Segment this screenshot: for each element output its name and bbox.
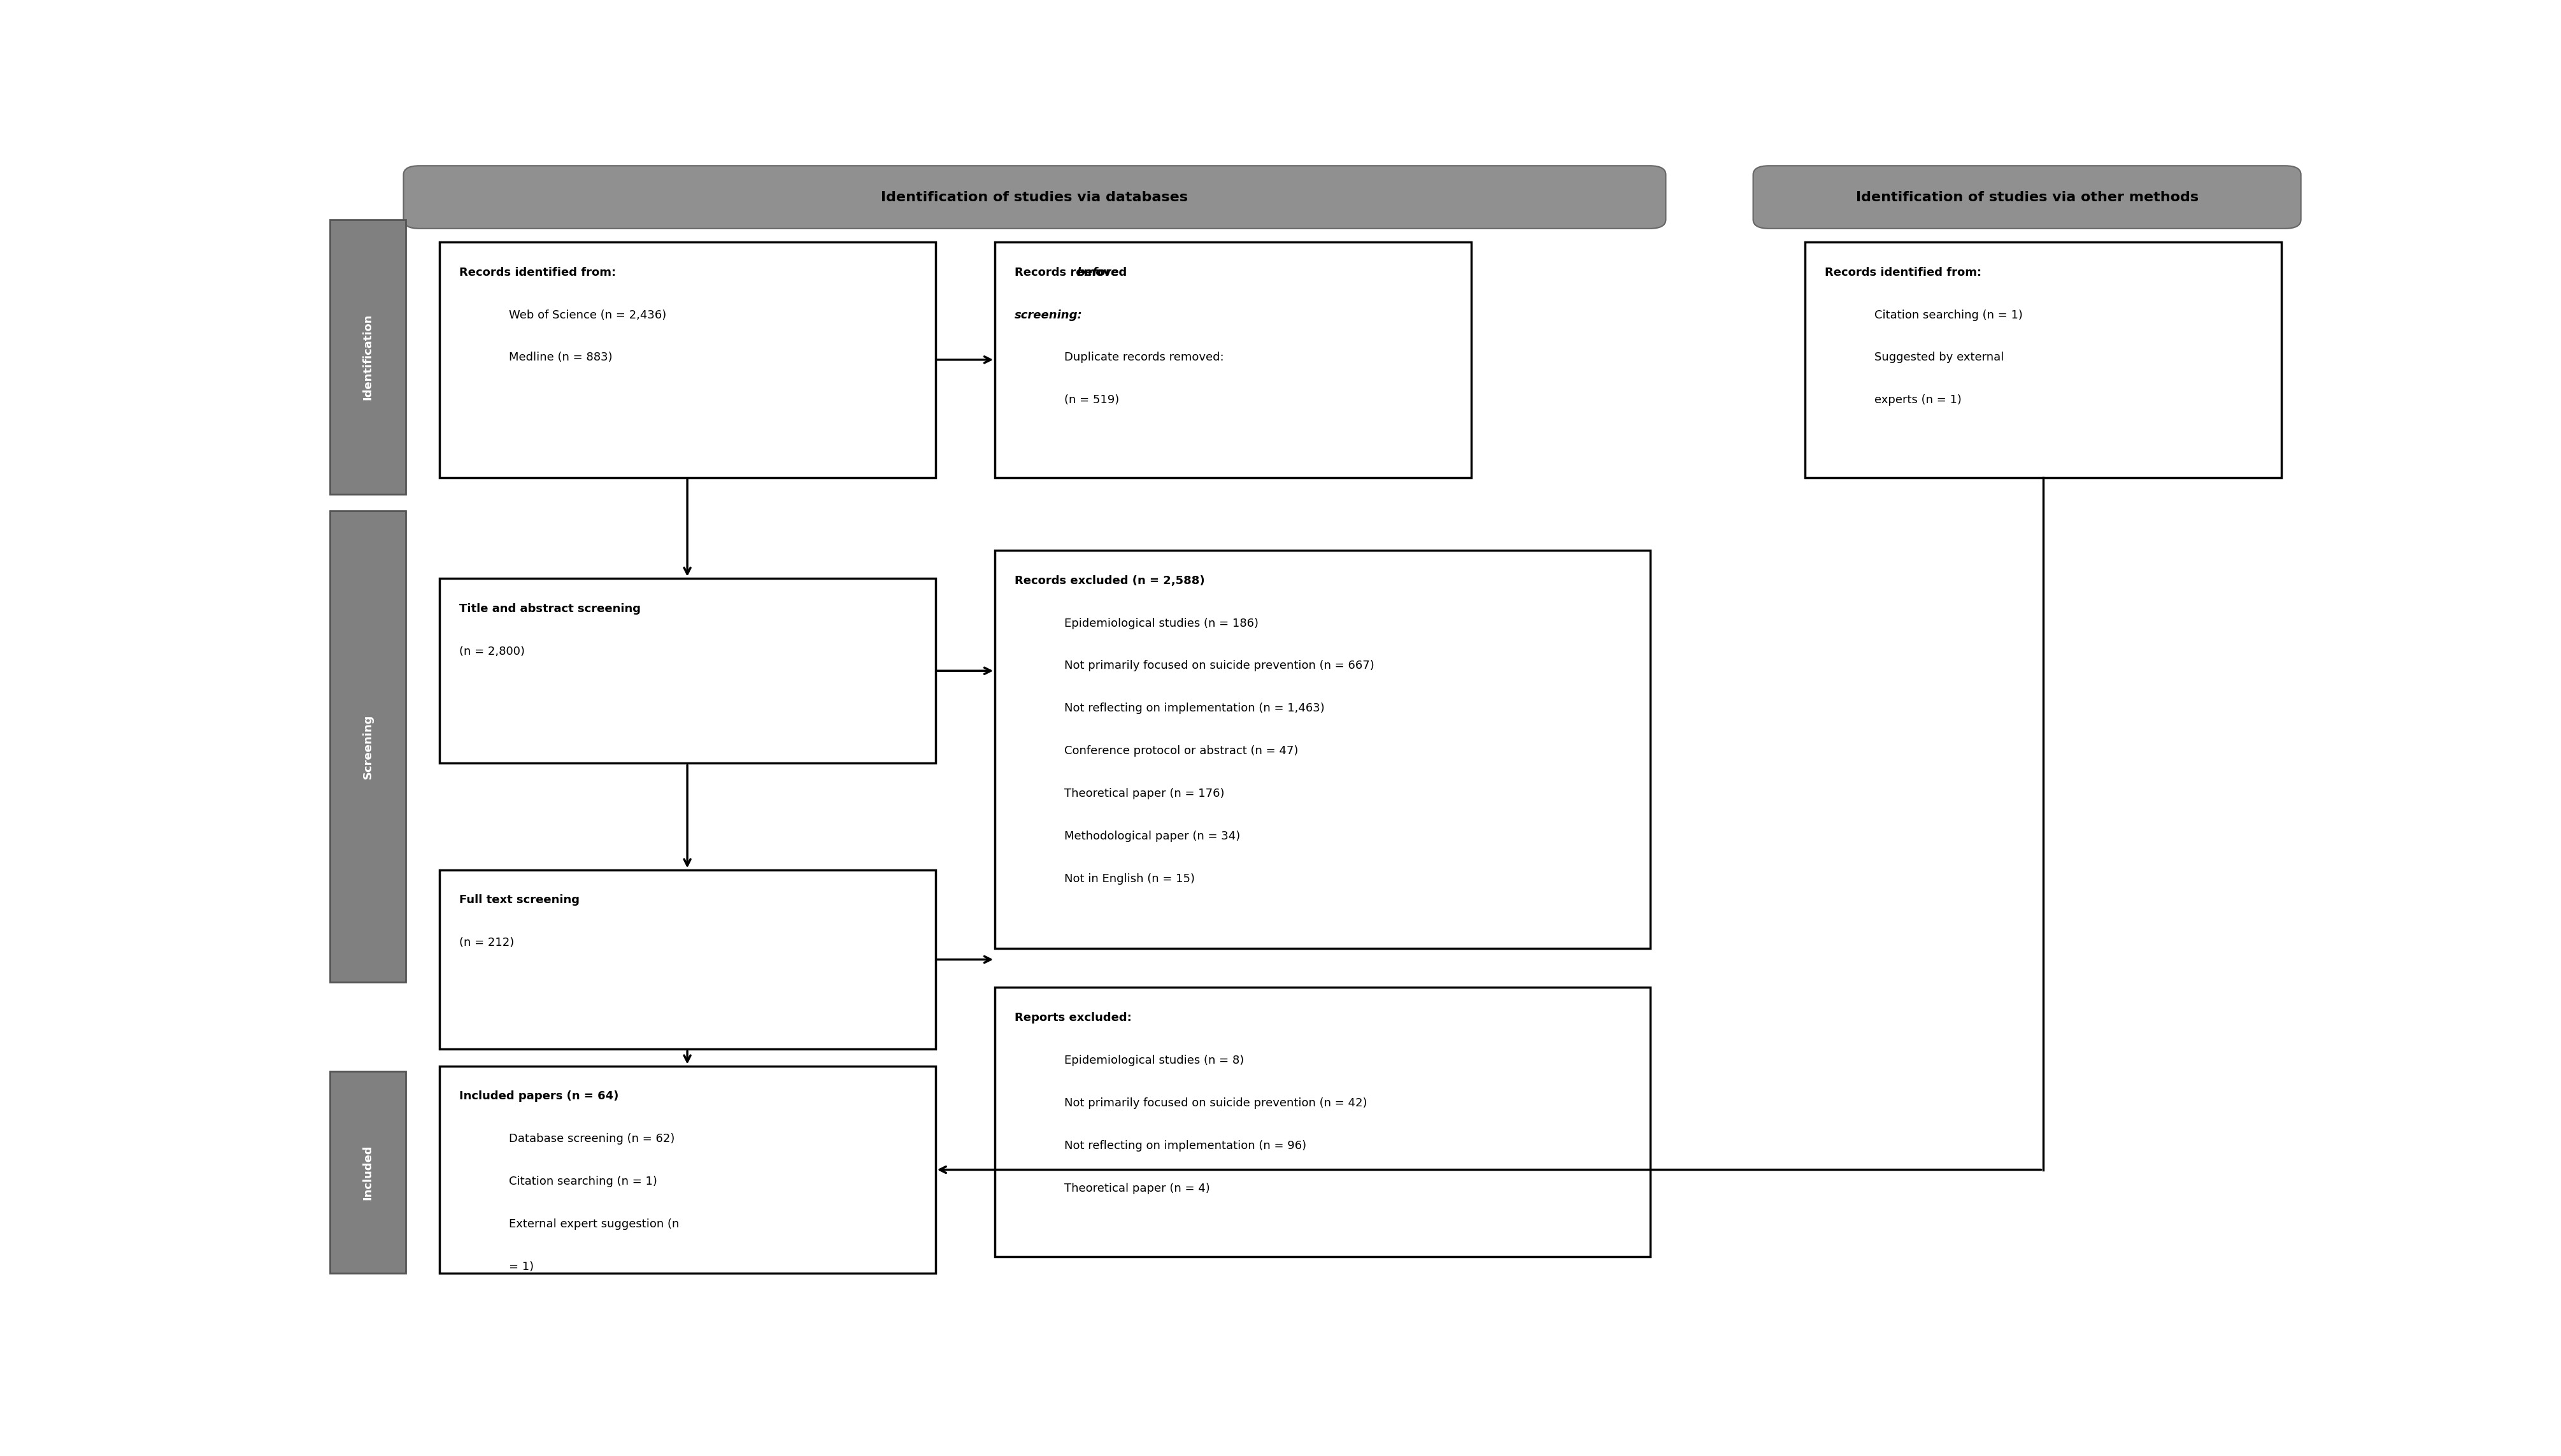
Text: Records excluded (n = 2,588): Records excluded (n = 2,588): [1014, 575, 1206, 587]
Text: Citation searching (n = 1): Citation searching (n = 1): [1875, 309, 2023, 320]
Text: (n = 519): (n = 519): [1065, 395, 1119, 406]
FancyBboxPatch shape: [440, 1066, 935, 1274]
FancyBboxPatch shape: [994, 550, 1649, 948]
Text: Records removed: Records removed: [1014, 266, 1132, 278]
Text: External expert suggestion (n: External expert suggestion (n: [510, 1219, 679, 1230]
Text: Reports excluded:: Reports excluded:: [1014, 1012, 1132, 1024]
Text: Suggested by external: Suggested by external: [1875, 352, 2003, 364]
Text: Identification of studies via other methods: Identification of studies via other meth…: [1857, 191, 2197, 204]
Text: (n = 212): (n = 212): [458, 938, 515, 948]
Text: Theoretical paper (n = 4): Theoretical paper (n = 4): [1065, 1182, 1211, 1194]
Text: Included: Included: [361, 1144, 374, 1200]
Text: (n = 2,800): (n = 2,800): [458, 645, 525, 657]
FancyBboxPatch shape: [330, 1072, 405, 1274]
FancyBboxPatch shape: [440, 242, 935, 478]
FancyBboxPatch shape: [330, 220, 405, 494]
FancyBboxPatch shape: [1754, 166, 2300, 229]
Text: = 1): = 1): [510, 1261, 533, 1273]
Text: Screening: Screening: [361, 715, 374, 779]
FancyBboxPatch shape: [1806, 242, 2282, 478]
Text: Not primarily focused on suicide prevention (n = 42): Not primarily focused on suicide prevent…: [1065, 1098, 1368, 1109]
Text: Methodological paper (n = 34): Methodological paper (n = 34): [1065, 830, 1240, 842]
Text: Epidemiological studies (n = 8): Epidemiological studies (n = 8): [1065, 1054, 1245, 1066]
Text: Not primarily focused on suicide prevention (n = 667): Not primarily focused on suicide prevent…: [1065, 660, 1375, 671]
Text: Duplicate records removed:: Duplicate records removed:: [1065, 352, 1224, 364]
FancyBboxPatch shape: [405, 166, 1665, 229]
Text: Conference protocol or abstract (n = 47): Conference protocol or abstract (n = 47): [1065, 745, 1298, 757]
Text: Full text screening: Full text screening: [458, 894, 579, 906]
Text: Identification of studies via databases: Identification of studies via databases: [881, 191, 1188, 204]
Text: screening:: screening:: [1014, 309, 1083, 320]
Text: experts (n = 1): experts (n = 1): [1875, 395, 1962, 406]
Text: Database screening (n = 62): Database screening (n = 62): [510, 1133, 674, 1144]
Text: Not reflecting on implementation (n = 1,463): Not reflecting on implementation (n = 1,…: [1065, 703, 1324, 715]
FancyBboxPatch shape: [994, 987, 1649, 1257]
Text: Web of Science (n = 2,436): Web of Science (n = 2,436): [510, 309, 666, 320]
Text: Epidemiological studies (n = 186): Epidemiological studies (n = 186): [1065, 617, 1257, 629]
Text: Not reflecting on implementation (n = 96): Not reflecting on implementation (n = 96…: [1065, 1140, 1306, 1152]
Text: before: before: [1076, 266, 1119, 278]
FancyBboxPatch shape: [330, 511, 405, 981]
Text: Title and abstract screening: Title and abstract screening: [458, 603, 640, 614]
Text: Citation searching (n = 1): Citation searching (n = 1): [510, 1176, 658, 1187]
Text: Not in English (n = 15): Not in English (n = 15): [1065, 874, 1196, 885]
Text: Records identified from:: Records identified from:: [458, 266, 615, 278]
FancyBboxPatch shape: [440, 869, 935, 1050]
Text: Records identified from:: Records identified from:: [1823, 266, 1982, 278]
FancyBboxPatch shape: [440, 578, 935, 763]
Text: Identification: Identification: [361, 313, 374, 400]
FancyBboxPatch shape: [994, 242, 1473, 478]
Text: Medline (n = 883): Medline (n = 883): [510, 352, 612, 364]
Text: Included papers (n = 64): Included papers (n = 64): [458, 1091, 620, 1102]
Text: Theoretical paper (n = 176): Theoretical paper (n = 176): [1065, 788, 1224, 799]
